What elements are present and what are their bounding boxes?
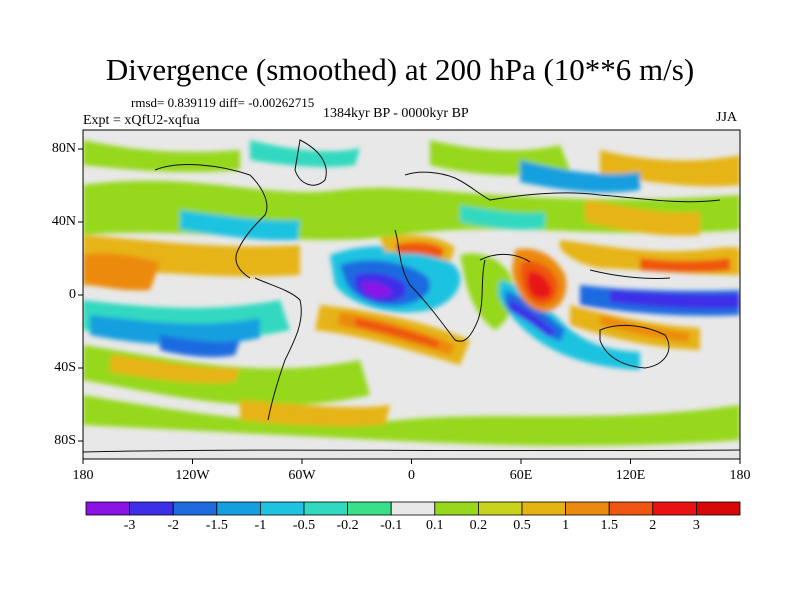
colorbar-swatch: [390, 501, 436, 516]
lon-label: 0: [408, 468, 415, 483]
season-label: JJA: [716, 110, 738, 125]
axis-ticks: [78, 148, 741, 464]
colorbar-swatch: [129, 501, 174, 516]
colorbar-label: -1.5: [205, 518, 228, 533]
stats-text: rmsd= 0.839119 diff= -0.00262715: [131, 95, 315, 110]
lon-label: 60E: [509, 468, 533, 483]
colorbar-swatch: [303, 501, 348, 516]
contour-fill: [83, 140, 740, 446]
lon-label: 60W: [288, 468, 316, 483]
lon-label: 180: [72, 468, 94, 483]
colorbar-swatch: [259, 501, 305, 516]
colorbar-swatch: [85, 501, 130, 516]
colorbar-swatch: [172, 501, 218, 516]
lon-label: 120E: [615, 468, 646, 483]
colorbar-label: 3: [692, 518, 700, 533]
colorbar-label: -1: [254, 518, 267, 533]
lat-label: 40S: [54, 360, 76, 375]
lat-label: 80N: [51, 141, 76, 156]
colorbar-swatch: [216, 501, 261, 516]
colorbar-swatch: [652, 501, 697, 516]
colorbar-label: 0.5: [513, 518, 531, 533]
period-subtitle: 1384kyr BP - 0000kyr BP: [323, 106, 469, 121]
colorbar-label: -2: [167, 518, 180, 533]
colorbar-label: 2: [649, 518, 657, 533]
lat-label: 40N: [51, 214, 76, 229]
colorbar-label: -0.1: [380, 518, 403, 533]
colorbar-label: 1: [562, 518, 570, 533]
coastlines: [83, 139, 740, 453]
colorbar-swatch: [565, 501, 610, 516]
field-layer: [83, 130, 740, 459]
colorbar-label: -0.2: [336, 518, 359, 533]
colorbar-swatch: [477, 501, 523, 516]
lat-label: 80S: [54, 433, 76, 448]
colorbar-swatch: [696, 501, 741, 516]
plot-title: Divergence (smoothed) at 200 hPa (10**6 …: [105, 52, 695, 87]
colorbar: [85, 501, 741, 516]
colorbar-label: -3: [123, 518, 136, 533]
lon-label: 180: [729, 468, 751, 483]
lat-label: 0: [69, 287, 76, 302]
colorbar-swatch: [608, 501, 654, 516]
colorbar-swatch: [521, 501, 566, 516]
colorbar-swatch: [434, 501, 479, 516]
colorbar-label: -0.5: [292, 518, 316, 533]
colorbar-label: 0.1: [426, 518, 444, 533]
colorbar-label: 0.2: [469, 518, 488, 533]
experiment-label: Expt = xQfU2-xqfua: [83, 113, 200, 128]
colorbar-label: 1.5: [600, 518, 618, 533]
lon-label: 120W: [175, 468, 210, 483]
colorbar-swatch: [347, 501, 392, 516]
